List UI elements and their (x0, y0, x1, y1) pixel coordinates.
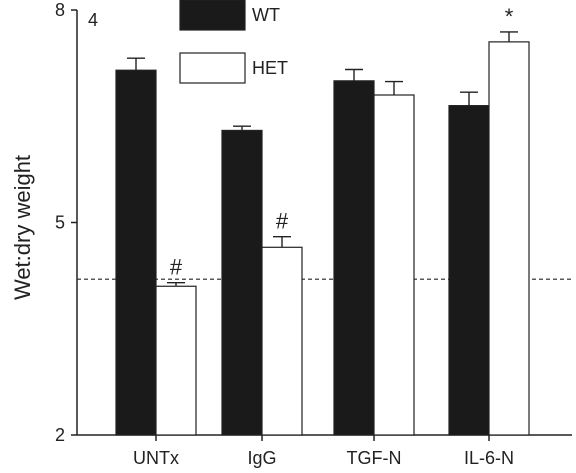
y-axis-label: Wet:dry weight (10, 155, 35, 300)
legend-swatch-wt (179, 0, 246, 31)
significance-marker: * (505, 4, 514, 29)
bars: # # * (115, 4, 530, 436)
x-tick-label: UNTx (133, 448, 179, 468)
bar-wt-untx (115, 69, 157, 436)
significance-marker: # (170, 255, 183, 280)
bar-het-untx (155, 285, 197, 436)
bar-wt-il-6-n (448, 105, 490, 436)
bar-het-il-6-n (488, 41, 530, 436)
x-tick-label: TGF-N (347, 448, 402, 468)
bar-wt-igg (221, 129, 263, 436)
y-tick-label: 8 (55, 0, 65, 20)
legend-label-wt: WT (252, 5, 280, 25)
significance-marker: # (276, 209, 289, 234)
legend-label-het: HET (252, 58, 288, 78)
legend-swatch-het (179, 52, 246, 84)
legend: WT HET (179, 0, 288, 84)
y-tick-label: 2 (55, 425, 65, 445)
bar-het-igg (261, 246, 303, 436)
panel-label: 4 (88, 10, 98, 30)
axes: 2 5 8 Wet:dry weight 4 UNTx IgG TGF-N IL-6-N (10, 0, 572, 468)
bar-het-tgf-n (373, 94, 415, 436)
x-tick-label: IgG (247, 448, 276, 468)
bar-wt-tgf-n (333, 80, 375, 436)
x-tick-label: IL-6-N (464, 448, 514, 468)
y-tick-label: 5 (55, 213, 65, 233)
